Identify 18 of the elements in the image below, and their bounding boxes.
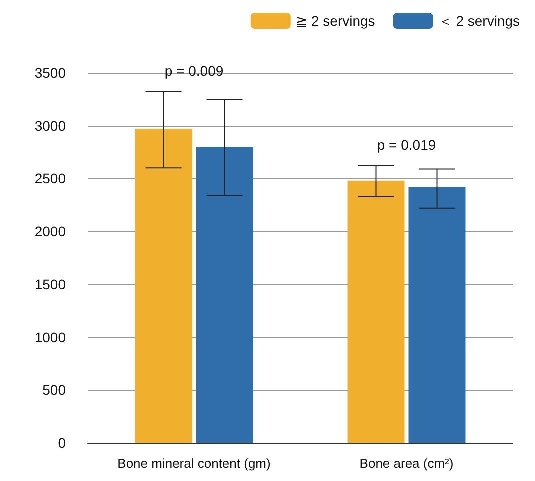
bar bbox=[196, 147, 254, 443]
x-tick-label: Bone mineral content (gm) bbox=[118, 456, 271, 471]
y-tick-label: 1500 bbox=[34, 276, 66, 292]
y-tick-label: 0 bbox=[58, 435, 66, 451]
annotation: p = 0.009 bbox=[164, 63, 224, 80]
bar bbox=[135, 129, 192, 443]
bar bbox=[348, 180, 405, 443]
y-tick-label: 500 bbox=[42, 382, 66, 398]
y-tick-label: 3500 bbox=[34, 65, 66, 81]
legend-label: ＜ 2 servings bbox=[438, 13, 520, 29]
y-tick-label: 3000 bbox=[34, 118, 66, 134]
annotation: p = 0.019 bbox=[377, 137, 436, 154]
y-tick-label: 1000 bbox=[34, 329, 66, 346]
legend-label: ≧ 2 servings bbox=[296, 13, 376, 29]
y-tick-label: 2000 bbox=[34, 224, 66, 240]
bar bbox=[408, 187, 466, 443]
y-tick-label: 2500 bbox=[34, 170, 66, 187]
x-tick-label: Bone area (cm²) bbox=[360, 456, 454, 471]
